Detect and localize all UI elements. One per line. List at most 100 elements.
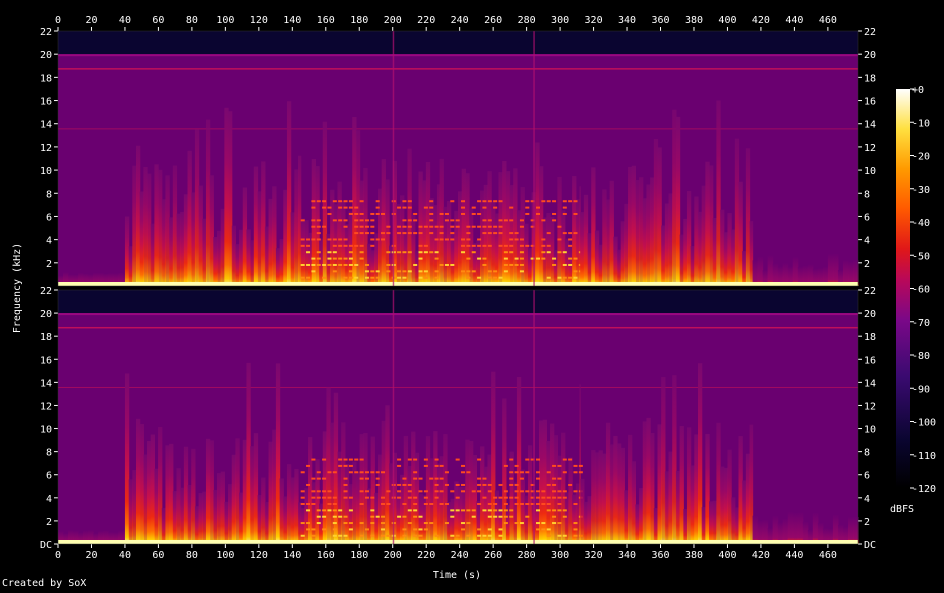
harmonic-stripe [359, 503, 364, 506]
energy-column [672, 109, 677, 287]
energy-column [213, 236, 218, 286]
energy-column [716, 100, 721, 286]
harmonic-stripe [332, 244, 337, 247]
harmonic-stripe [519, 225, 524, 228]
energy-column [583, 501, 589, 544]
harmonic-stripe [418, 270, 423, 273]
energy-column [675, 470, 681, 544]
x-tick-label-bottom: 220 [417, 550, 435, 561]
energy-column [832, 253, 839, 286]
harmonic-stripe [439, 490, 444, 493]
harmonic-stripe [568, 200, 573, 203]
harmonic-stripe [487, 270, 492, 273]
harmonic-stripe [397, 206, 402, 209]
energy-column [294, 468, 299, 544]
energy-column [370, 436, 375, 544]
y-tick-label-right: 22 [864, 27, 876, 38]
harmonic-stripe [546, 509, 551, 512]
harmonic-stripe [535, 458, 541, 461]
energy-column [797, 266, 804, 286]
harmonic-stripe [477, 238, 482, 241]
harmonic-stripe [439, 225, 444, 228]
harmonic-stripe [311, 477, 316, 480]
energy-column [414, 250, 420, 286]
harmonic-stripe [354, 219, 359, 222]
energy-column [616, 249, 622, 286]
y-tick-label-right: 6 [864, 212, 870, 223]
harmonic-stripe [375, 212, 380, 215]
harmonic-stripe [364, 477, 369, 480]
harmonic-stripe [573, 212, 578, 215]
energy-column [661, 225, 666, 286]
harmonic-stripe [487, 509, 492, 512]
energy-column [279, 478, 284, 544]
harmonic-stripe [327, 509, 332, 512]
energy-column [807, 530, 814, 544]
harmonic-stripe [397, 251, 402, 254]
energy-column [118, 530, 124, 544]
energy-column [352, 461, 357, 544]
energy-column [253, 433, 259, 544]
harmonic-stripe [300, 471, 305, 474]
harmonic-stripe [514, 490, 519, 493]
energy-column [602, 189, 607, 286]
energy-column [792, 512, 799, 544]
y-tick-label-right: 18 [864, 73, 876, 84]
energy-column [333, 392, 339, 544]
energy-column [294, 169, 299, 286]
harmonic-stripe [444, 522, 449, 525]
harmonic-stripe [327, 206, 332, 209]
x-tick-label-bottom: 300 [551, 550, 569, 561]
harmonic-stripe [477, 212, 482, 215]
energy-column [411, 431, 416, 544]
energy-column [716, 422, 721, 544]
harmonic-stripe [311, 206, 316, 209]
harmonic-stripe [381, 212, 386, 215]
energy-column [124, 216, 130, 286]
harmonic-stripe [434, 490, 439, 493]
harmonic-stripe [306, 483, 311, 486]
harmonic-stripe [444, 483, 449, 486]
harmonic-stripe [386, 503, 391, 506]
harmonic-stripe [530, 219, 535, 222]
harmonic-stripe [471, 225, 476, 228]
harmonic-stripe [306, 276, 311, 279]
energy-column [564, 238, 570, 286]
harmonic-stripe [359, 490, 364, 493]
harmonic-stripe [418, 225, 423, 228]
harmonic-stripe [370, 496, 375, 499]
harmonic-stripe [338, 219, 343, 222]
harmonic-stripe [332, 270, 337, 273]
transient-line [392, 290, 395, 544]
harmonic-stripe [354, 458, 359, 461]
harmonic-stripe [327, 212, 332, 215]
energy-column [664, 471, 670, 544]
energy-column [782, 263, 789, 286]
harmonic-stripe [482, 477, 487, 480]
harmonic-stripe [519, 263, 524, 266]
energy-column [720, 209, 725, 286]
energy-column [326, 387, 331, 544]
energy-column [439, 158, 444, 286]
harmonic-stripe [407, 200, 412, 203]
energy-column [108, 532, 114, 544]
harmonic-stripe [530, 200, 535, 203]
harmonic-stripe [535, 509, 541, 512]
harmonic-stripe [493, 225, 498, 228]
harmonic-stripe [503, 257, 508, 260]
y-tick-label-left: 12 [40, 401, 52, 412]
harmonic-stripe [370, 522, 375, 525]
y-tick-label-right: 4 [864, 494, 870, 505]
harmonic-stripe [402, 276, 407, 279]
harmonic-stripe [455, 483, 460, 486]
energy-column [68, 530, 74, 544]
harmonic-stripe [493, 232, 498, 235]
energy-column [624, 490, 629, 544]
harmonic-stripe [429, 225, 434, 228]
harmonic-stripe [450, 225, 455, 228]
energy-column [480, 446, 485, 544]
harmonic-stripe [525, 515, 530, 518]
harmonic-stripe [519, 251, 524, 254]
harmonic-stripe [418, 276, 423, 279]
energy-column [58, 531, 64, 544]
